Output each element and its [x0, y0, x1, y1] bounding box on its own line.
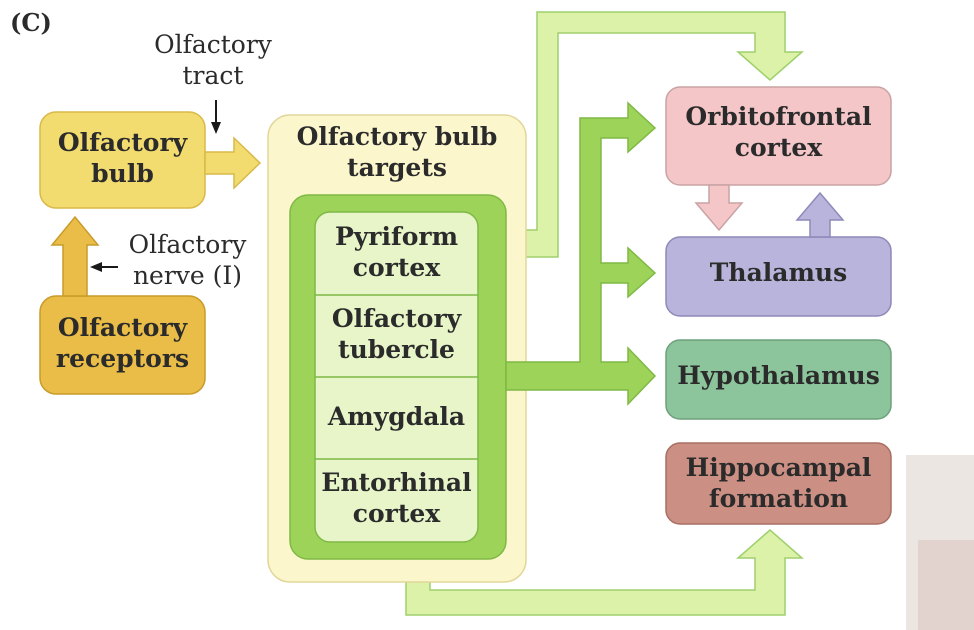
- olfactory-tract-pointer-head: [211, 122, 221, 134]
- region-entorhinal-cortex: Entorhinal cortex: [321, 468, 472, 528]
- hippocampal-formation-label: Hippocampal formation: [685, 453, 872, 513]
- olfactory-receptors-label: Olfactory receptors: [55, 313, 190, 373]
- thalamus-to-orbitofrontal-arrow: [795, 191, 845, 238]
- olfactory-nerve-pointer-head: [90, 262, 102, 272]
- bulb-to-targets-arrow: [204, 136, 262, 190]
- olfactory-nerve-label: Olfactory nerve (I): [128, 230, 247, 290]
- thalamus-box: [665, 236, 892, 317]
- region-pyriform-cortex: Pyriform cortex: [334, 222, 459, 282]
- region-amygdala: Amygdala: [327, 402, 466, 431]
- hippocampal-box: [665, 442, 892, 525]
- background-photo-fragment: [918, 540, 974, 630]
- olfactory-receptors-box: [39, 295, 206, 395]
- olfactory-tract-label: Olfactory tract: [154, 30, 272, 90]
- receptors-to-bulb-arrow: [50, 215, 100, 297]
- orbitofrontal-to-thalamus-arrow: [694, 184, 744, 232]
- hypothalamus-label: Hypothalamus: [677, 361, 880, 390]
- panel-label: (C): [10, 8, 52, 37]
- targets-title: Olfactory bulb targets: [296, 122, 498, 182]
- orbitofrontal-box: [665, 86, 892, 186]
- orbitofrontal-cortex-label: Orbitofrontal cortex: [685, 102, 872, 162]
- thalamus-label: Thalamus: [709, 258, 848, 287]
- olfactory-bulb-label: Olfactory bulb: [57, 128, 188, 188]
- hypothalamus-box: [665, 339, 892, 420]
- region-olfactory-tubercle: Olfactory tubercle: [331, 304, 462, 364]
- targets-branch-arrow: [505, 101, 657, 406]
